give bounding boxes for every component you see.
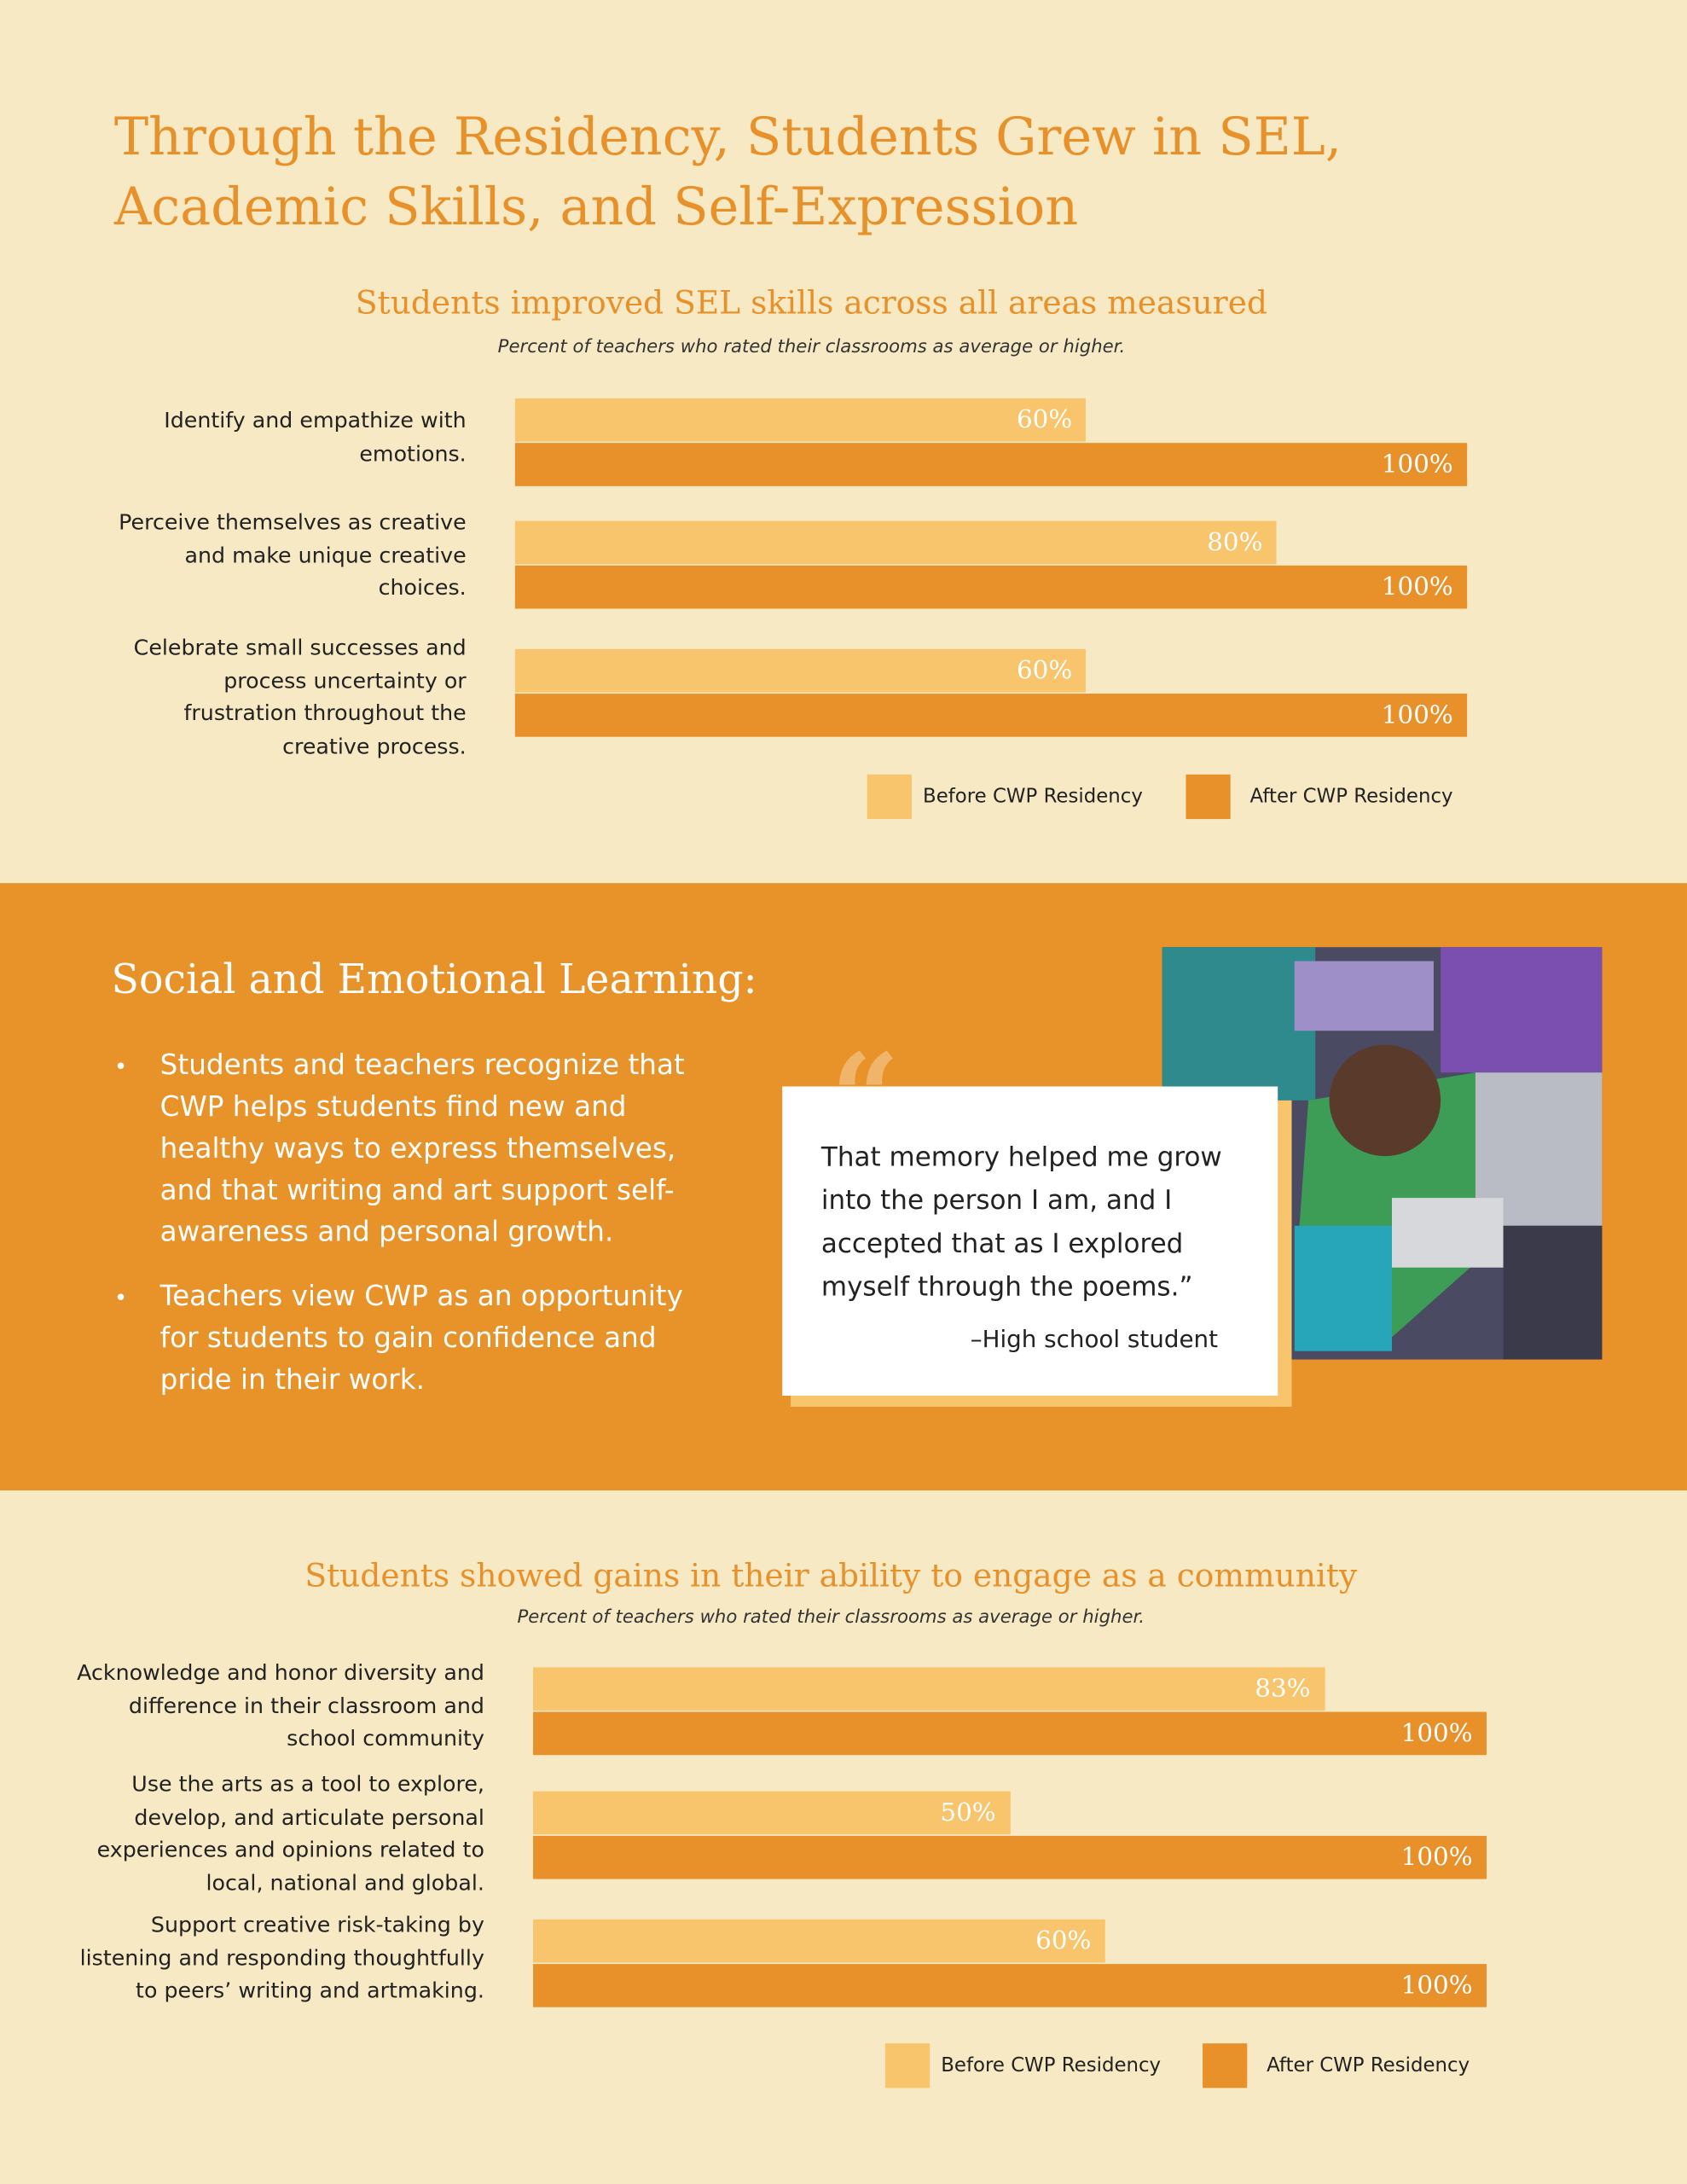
bar — [514, 442, 1468, 485]
bar — [514, 398, 1087, 442]
chart-subtitle: Percent of teachers who rated their clas… — [517, 1607, 1145, 1629]
bar — [533, 1667, 1325, 1711]
legend-swatch — [884, 2043, 930, 2088]
category-label: Perceive themselves as creative and make… — [119, 509, 467, 601]
bar — [533, 1791, 1011, 1835]
chart-subtitle: Percent of teachers who rated their clas… — [497, 337, 1126, 358]
page-title: Through the Residency, Students Grew in … — [113, 107, 1342, 237]
category-label: Celebrate small successes and process un… — [133, 635, 467, 759]
bar — [533, 1963, 1487, 2007]
legend-label: Before CWP Residency — [923, 785, 1143, 808]
legend-swatch — [867, 774, 912, 820]
category-label: Identify and empathize with emotions. — [164, 408, 467, 467]
value-label: 60% — [1016, 656, 1073, 686]
value-label: 60% — [1016, 405, 1073, 435]
bar — [533, 1835, 1487, 1879]
legend-label: After CWP Residency — [1267, 2054, 1470, 2077]
bar — [533, 1919, 1105, 1963]
bullet-text: Teachers view CWP as an opportunity for … — [159, 1278, 683, 1396]
section-heading: Social and Emotional Learning: — [111, 956, 757, 1003]
value-label: 50% — [940, 1798, 996, 1828]
value-label: 100% — [1381, 449, 1453, 479]
chart-title: Students improved SEL skills across all … — [355, 285, 1267, 322]
category-label: Support creative risk-taking by listenin… — [79, 1912, 484, 2003]
legend-swatch — [1186, 774, 1231, 820]
value-label: 100% — [1400, 1842, 1473, 1872]
value-label: 60% — [1035, 1926, 1092, 1956]
bar — [514, 648, 1087, 693]
legend-label: After CWP Residency — [1249, 785, 1453, 808]
bullet-dot: • — [113, 1284, 128, 1311]
quote-mark: “ — [831, 1028, 900, 1169]
quote-box — [782, 1086, 1278, 1396]
quote-attribution: –High school student — [970, 1326, 1218, 1354]
bar — [514, 693, 1468, 736]
legend-label: Before CWP Residency — [941, 2054, 1162, 2077]
bar — [514, 565, 1468, 608]
quote-text: That memory helped me grow into the pers… — [820, 1141, 1222, 1303]
legend-swatch — [1203, 2043, 1248, 2088]
bar — [533, 1711, 1487, 1755]
category-label: Acknowledge and honor diversity and diff… — [77, 1660, 484, 1751]
category-label: Use the arts as a tool to explore, devel… — [96, 1771, 484, 1896]
chart-title: Students showed gains in their ability t… — [304, 1558, 1358, 1595]
bar — [514, 520, 1277, 565]
value-label: 100% — [1400, 1970, 1473, 2000]
value-label: 100% — [1400, 1717, 1473, 1748]
value-label: 80% — [1207, 527, 1263, 558]
value-label: 100% — [1381, 700, 1453, 729]
value-label: 100% — [1381, 572, 1453, 601]
bullet-text: Students and teachers recognize that CWP… — [159, 1047, 685, 1248]
value-label: 83% — [1255, 1674, 1311, 1704]
bullet-dot: • — [113, 1053, 128, 1080]
